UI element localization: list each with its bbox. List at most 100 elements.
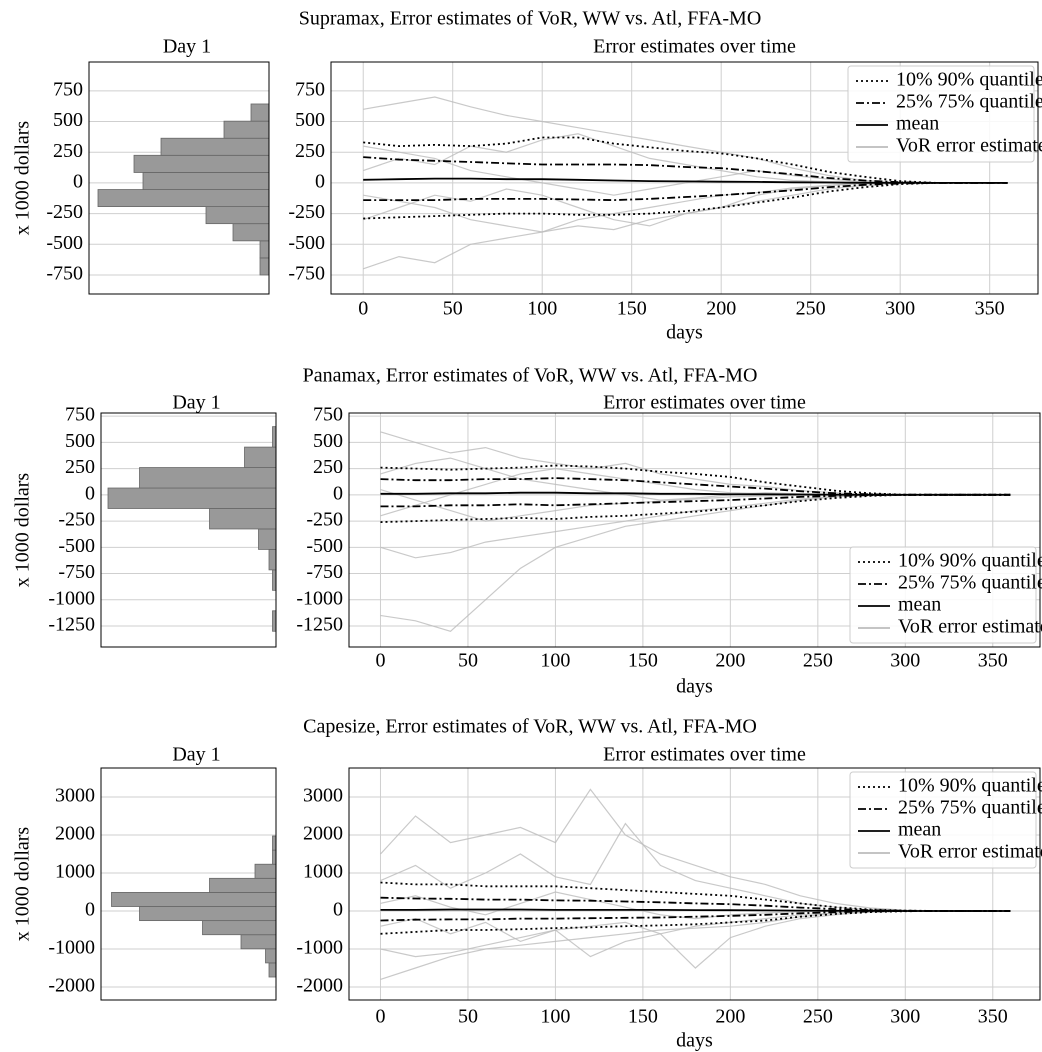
histogram-bar: [259, 240, 270, 259]
x-tick-label: 200: [715, 1006, 745, 1028]
series-line: [380, 467, 1011, 517]
histogram-bar: [142, 172, 270, 190]
histogram-bar: [139, 467, 277, 489]
y-tick-label: 0: [73, 171, 83, 193]
y-tick-label: 3000: [303, 785, 343, 807]
histogram-bar: [265, 948, 277, 964]
x-tick-label: 250: [796, 298, 826, 320]
histogram-bar: [209, 877, 277, 893]
y-tick-label: 250: [295, 140, 325, 162]
y-axis-label: x 1000 dollars: [12, 827, 34, 942]
y-tick-label: -250: [58, 509, 95, 531]
series-line: [363, 182, 1008, 233]
y-tick-label: 0: [85, 482, 95, 504]
subplot-title: Day 1: [172, 744, 220, 766]
histogram-bar: [139, 906, 277, 922]
x-tick-label: 100: [540, 650, 570, 672]
series-line: [380, 491, 1011, 496]
legend-label: VoR error estimate: [896, 135, 1042, 157]
y-tick-label: -250: [306, 509, 343, 531]
legend-label: VoR error estimate: [898, 841, 1042, 863]
y-tick-label: -1000: [48, 587, 95, 609]
y-tick-label: 750: [313, 404, 343, 426]
suptitle: Supramax, Error estimates of VoR, WW vs.…: [299, 8, 762, 30]
y-tick-label: -750: [58, 561, 95, 583]
x-tick-label: 0: [375, 650, 385, 672]
y-tick-label: -1000: [48, 937, 95, 959]
y-tick-label: -750: [46, 263, 83, 285]
y-tick-label: -2000: [48, 975, 95, 997]
axes-frame: [348, 412, 1041, 648]
x-tick-label: 150: [628, 650, 658, 672]
y-tick-label: 500: [313, 430, 343, 452]
x-tick-label: 50: [458, 650, 478, 672]
x-tick-label: 300: [890, 1006, 920, 1028]
y-tick-label: 0: [315, 171, 325, 193]
y-tick-label: -500: [306, 535, 343, 557]
x-tick-label: 100: [527, 298, 557, 320]
histogram-bar: [209, 508, 277, 530]
series-line: [363, 177, 1008, 184]
x-tick-label: 300: [885, 298, 915, 320]
histogram-bar: [223, 120, 270, 139]
series-line: [363, 156, 1008, 184]
histogram-bar: [160, 137, 270, 156]
x-tick-label: 0: [375, 1006, 385, 1028]
axes-frame: [100, 412, 277, 648]
histogram-bar: [268, 962, 277, 978]
histogram-bar: [259, 257, 270, 276]
x-tick-label: 150: [617, 298, 647, 320]
legend-label: 25% 75% quantiles: [898, 572, 1042, 594]
subplot-title: Day 1: [163, 36, 211, 58]
y-tick-label: -500: [58, 535, 95, 557]
legend-label: 10% 90% quantiles: [896, 69, 1042, 91]
y-tick-label: -500: [46, 232, 83, 254]
x-tick-label: 350: [975, 298, 1005, 320]
legend-label: mean: [896, 113, 939, 135]
y-tick-label: -750: [288, 263, 325, 285]
series-line: [380, 910, 1011, 980]
series-line: [380, 477, 1011, 496]
y-tick-label: -250: [46, 201, 83, 223]
legend-label: 25% 75% quantiles: [898, 797, 1042, 819]
x-tick-label: 50: [443, 298, 463, 320]
y-tick-label: 0: [333, 899, 343, 921]
plot-area: [363, 96, 1008, 270]
y-tick-label: -250: [288, 201, 325, 223]
y-tick-label: -500: [288, 232, 325, 254]
y-tick-label: 500: [65, 430, 95, 452]
histogram-bar: [240, 934, 277, 950]
x-axis-label: days: [666, 322, 703, 344]
y-tick-label: -1250: [296, 614, 343, 636]
histogram-bar: [254, 863, 277, 879]
x-tick-label: 250: [803, 1006, 833, 1028]
histogram-bar: [244, 446, 277, 468]
x-tick-label: 350: [978, 650, 1008, 672]
x-tick-label: 150: [628, 1006, 658, 1028]
legend-box: [847, 65, 1035, 163]
y-tick-label: 3000: [55, 785, 95, 807]
series-line: [380, 493, 1011, 508]
y-tick-label: 0: [85, 899, 95, 921]
histogram-bar: [272, 610, 277, 632]
plot-area: [380, 431, 1011, 632]
subplot-title: Error estimates over time: [603, 744, 806, 766]
x-axis-label: days: [676, 676, 713, 698]
y-tick-label: -1000: [296, 937, 343, 959]
y-tick-label: 0: [333, 482, 343, 504]
y-tick-label: 500: [295, 109, 325, 131]
y-tick-label: 1000: [55, 861, 95, 883]
x-tick-label: 100: [540, 1006, 570, 1028]
series-line: [380, 431, 1011, 496]
x-tick-label: 250: [803, 650, 833, 672]
y-tick-label: 2000: [55, 823, 95, 845]
y-tick-label: 750: [295, 78, 325, 100]
y-tick-label: -1250: [48, 614, 95, 636]
y-tick-label: 1000: [303, 861, 343, 883]
y-tick-label: 250: [313, 456, 343, 478]
series-line: [380, 881, 1011, 912]
legend-box: [849, 771, 1037, 869]
legend-label: 10% 90% quantiles: [898, 775, 1042, 797]
legend-label: VoR error estimate: [898, 616, 1042, 638]
y-tick-label: -750: [306, 561, 343, 583]
